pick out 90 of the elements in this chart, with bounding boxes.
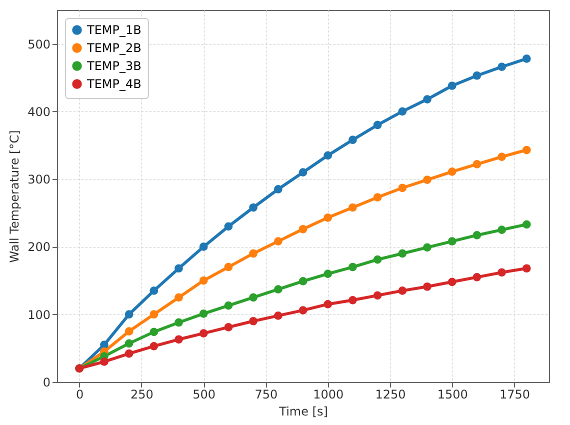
point xyxy=(398,107,407,116)
point xyxy=(298,277,308,286)
point xyxy=(174,293,183,302)
point xyxy=(274,285,282,294)
point xyxy=(373,255,382,264)
point xyxy=(249,293,258,302)
x-tick-label: 1500 xyxy=(437,388,468,402)
legend-label: TEMP_3B xyxy=(86,59,142,73)
point xyxy=(522,54,531,63)
point xyxy=(324,270,332,278)
point xyxy=(249,249,258,258)
point xyxy=(150,342,158,350)
y-tick-label: 0 xyxy=(42,376,50,390)
point xyxy=(448,167,456,176)
point xyxy=(373,291,382,300)
point xyxy=(124,349,134,358)
point xyxy=(274,237,282,246)
point xyxy=(150,328,158,336)
point xyxy=(199,310,208,318)
point xyxy=(373,193,382,202)
point xyxy=(423,282,432,291)
point xyxy=(224,262,233,272)
point xyxy=(348,203,357,212)
y-axis-title: Wall Temperature [°C] xyxy=(8,130,22,263)
point xyxy=(324,213,332,222)
y-tick-label: 400 xyxy=(28,104,50,119)
point xyxy=(398,249,407,258)
point xyxy=(348,296,357,304)
point xyxy=(522,220,531,229)
point xyxy=(150,286,158,295)
legend-label: TEMP_4B xyxy=(86,77,142,91)
point xyxy=(522,264,531,273)
x-tick-label: 750 xyxy=(254,388,278,402)
point xyxy=(324,151,332,160)
point xyxy=(224,323,233,332)
point xyxy=(199,276,208,285)
point xyxy=(298,224,308,234)
point xyxy=(348,136,357,144)
point xyxy=(174,335,183,344)
point xyxy=(423,176,432,184)
x-axis-title: Time [s] xyxy=(278,404,328,418)
point xyxy=(298,306,308,314)
point xyxy=(472,71,482,80)
point xyxy=(100,340,108,349)
point xyxy=(498,226,506,234)
point xyxy=(348,262,357,272)
y-tick-label: 500 xyxy=(28,37,50,52)
legend-label: TEMP_2B xyxy=(86,41,142,55)
x-tick-label: 1750 xyxy=(499,388,530,402)
point xyxy=(124,327,134,336)
x-tick-label: 0 xyxy=(76,388,84,402)
point xyxy=(199,242,208,251)
point xyxy=(472,231,482,240)
x-tick-label: 250 xyxy=(130,388,154,402)
point xyxy=(224,301,233,310)
point xyxy=(448,237,456,246)
point xyxy=(174,318,183,327)
point xyxy=(224,222,233,231)
point xyxy=(448,82,456,90)
point xyxy=(522,146,531,154)
point xyxy=(448,278,456,286)
x-tick-label: 1000 xyxy=(313,388,344,402)
point xyxy=(373,120,382,130)
point xyxy=(174,264,183,273)
x-tick-label: 500 xyxy=(192,388,216,402)
point xyxy=(472,160,482,168)
point xyxy=(472,272,482,282)
point xyxy=(423,95,432,104)
point xyxy=(124,310,134,319)
point xyxy=(199,329,208,338)
y-tick-label: 200 xyxy=(28,240,50,254)
point xyxy=(398,286,407,295)
point xyxy=(324,300,332,308)
point xyxy=(124,339,134,348)
point xyxy=(100,358,108,366)
point xyxy=(249,203,258,212)
point xyxy=(298,168,308,176)
point xyxy=(398,184,407,192)
x-tick-label: 1250 xyxy=(375,388,406,402)
point xyxy=(498,268,506,277)
point xyxy=(423,243,432,252)
point xyxy=(150,310,158,319)
point xyxy=(249,316,258,326)
y-tick-label: 300 xyxy=(28,172,50,187)
point xyxy=(498,62,506,71)
y-tick-label: 100 xyxy=(28,308,50,322)
point xyxy=(274,185,282,194)
point xyxy=(274,312,282,320)
point xyxy=(498,152,506,161)
legend-label: TEMP_1B xyxy=(86,23,142,37)
